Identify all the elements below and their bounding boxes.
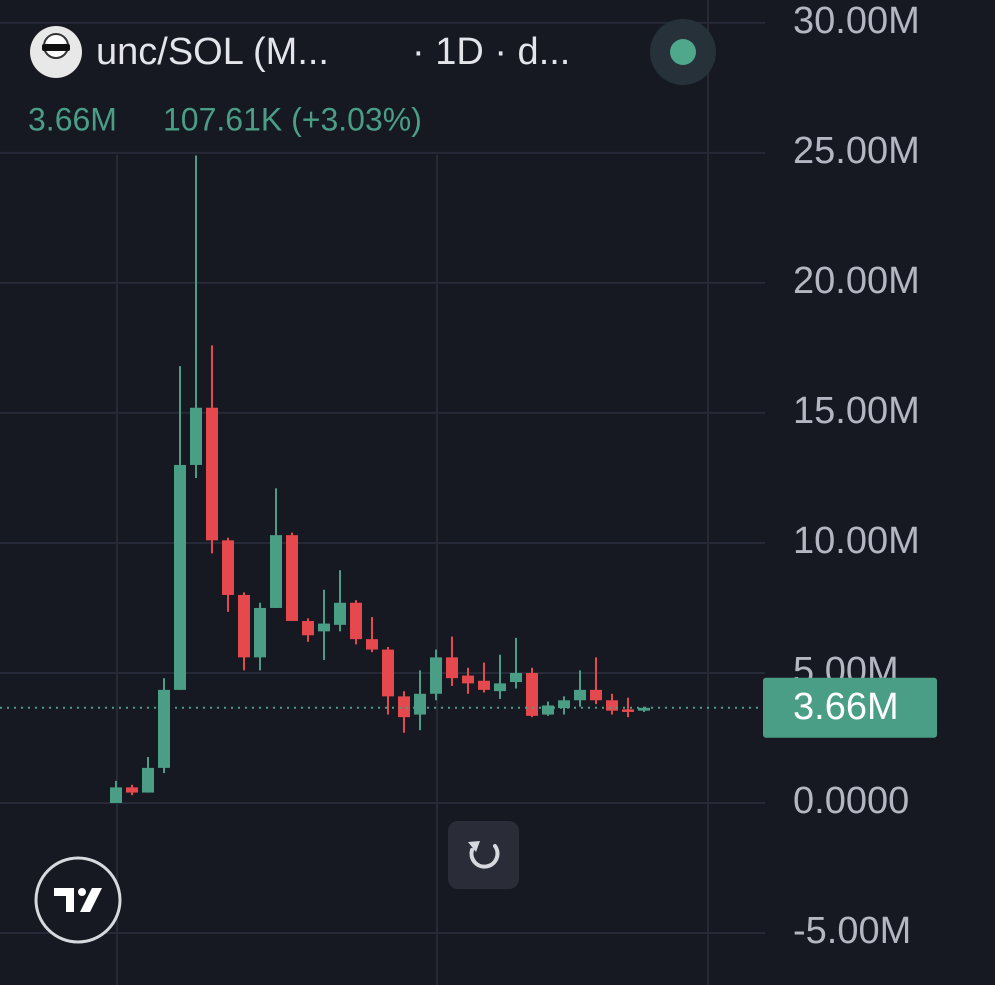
candle-body — [462, 675, 474, 684]
candle-body — [286, 535, 298, 621]
candle-body — [414, 693, 426, 715]
y-tick-label: 10.00M — [793, 520, 920, 562]
status-dot — [670, 39, 696, 65]
avatar-glasses — [42, 44, 70, 51]
candle-body — [366, 639, 378, 650]
y-tick-label: 20.00M — [793, 260, 920, 302]
reset-button[interactable] — [448, 821, 519, 889]
candle-body — [142, 767, 154, 793]
y-tick-label: 0.0000 — [793, 780, 909, 822]
logo-dot[interactable] — [78, 888, 86, 896]
logo-v[interactable] — [80, 888, 102, 912]
y-tick-label: 30.00M — [793, 0, 920, 42]
candle-body — [558, 700, 570, 709]
plot — [110, 155, 650, 803]
y-tick-label: -5.00M — [793, 910, 911, 952]
candle-body — [110, 787, 122, 803]
candle-body — [158, 689, 170, 768]
candle-body — [238, 594, 250, 658]
candle-body — [382, 649, 394, 697]
header: unc/SOL (M... · 1D · d... 3.66M 107.61K … — [28, 19, 716, 137]
candle-body — [254, 607, 266, 658]
symbol: unc/SOL (M... — [96, 31, 329, 73]
candle-body — [574, 689, 586, 701]
logo-ring[interactable] — [34, 856, 122, 944]
price: 3.66M — [28, 101, 117, 137]
candle-body — [190, 407, 202, 465]
interval: · 1D · d... — [412, 31, 570, 73]
grid — [0, 0, 765, 985]
candle-body — [494, 683, 506, 692]
candle-body — [606, 700, 618, 711]
reset-arrow[interactable] — [468, 841, 480, 852]
logo-t[interactable] — [54, 888, 74, 912]
reset-icon[interactable] — [469, 844, 500, 869]
candle-body — [174, 464, 186, 690]
candle-body — [542, 705, 554, 715]
candle-body — [590, 689, 602, 701]
candle-body — [334, 602, 346, 625]
candle-body — [526, 672, 538, 716]
candle-body — [638, 707, 650, 711]
candle-body — [302, 620, 314, 636]
reset-bg[interactable] — [448, 821, 519, 889]
candle-body — [222, 540, 234, 595]
candle-body — [270, 535, 282, 608]
candle-body — [206, 407, 218, 541]
candle-body — [318, 623, 330, 632]
candle-body — [622, 709, 634, 712]
logo[interactable] — [34, 856, 122, 944]
change: 107.61K (+3.03%) — [163, 101, 422, 137]
candle-body — [510, 672, 522, 683]
last-price-label: 3.66M — [793, 686, 899, 728]
last-price-tag — [763, 677, 937, 738]
candle-body — [126, 787, 138, 793]
candle-body — [430, 657, 442, 694]
y-tick-label: 25.00M — [793, 130, 920, 172]
candle-body — [446, 657, 458, 679]
candle-body — [398, 696, 410, 718]
candle-body — [350, 602, 362, 640]
candle-body — [478, 680, 490, 690]
y-tick-label: 15.00M — [793, 390, 920, 432]
